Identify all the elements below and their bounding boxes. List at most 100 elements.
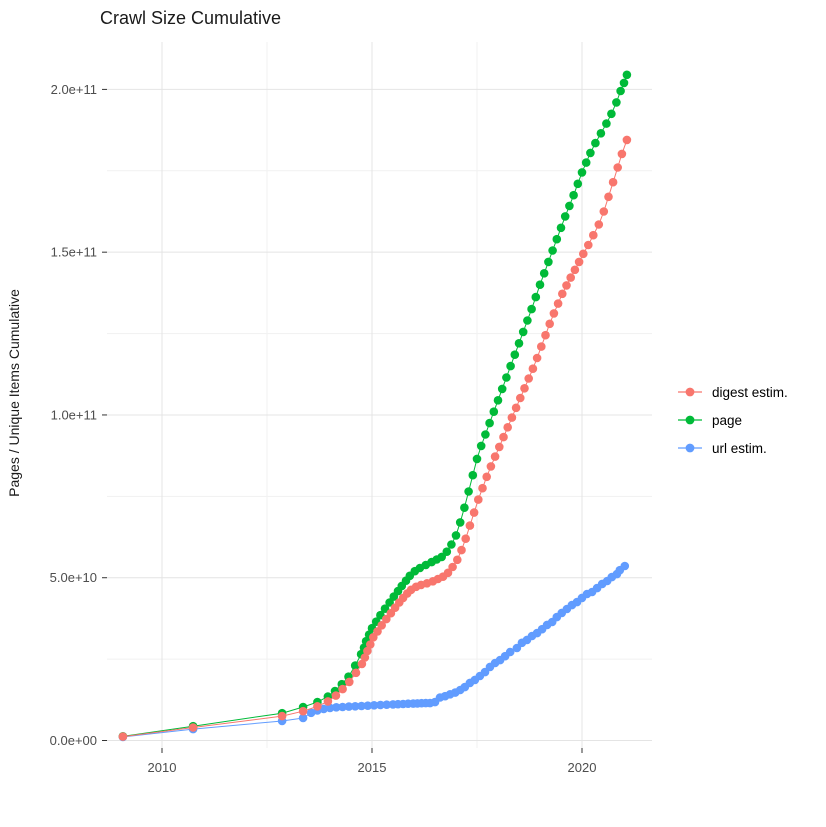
data-point — [602, 119, 611, 128]
data-point — [325, 703, 335, 713]
data-point — [447, 540, 456, 549]
data-point — [589, 230, 598, 240]
data-point — [586, 148, 595, 158]
data-point — [298, 706, 308, 716]
data-point — [363, 646, 372, 656]
legend-key-url-icon — [678, 443, 702, 453]
data-point — [350, 661, 360, 670]
data-point — [553, 299, 563, 308]
data-point — [298, 713, 308, 723]
data-point — [443, 568, 453, 578]
data-point — [464, 487, 473, 496]
data-point — [514, 339, 524, 348]
data-point — [476, 441, 486, 451]
data-point — [338, 684, 347, 694]
series-url-estim- — [118, 561, 630, 742]
legend-label-url-estim: url estim. — [712, 440, 767, 456]
data-point — [510, 350, 520, 360]
data-point — [331, 691, 341, 700]
data-point — [502, 373, 511, 382]
data-point — [596, 129, 606, 138]
data-point — [620, 561, 630, 571]
data-point — [532, 353, 542, 363]
data-point — [469, 508, 479, 517]
data-point — [118, 732, 128, 741]
data-point — [506, 361, 515, 371]
data-point — [613, 163, 622, 172]
data-point — [556, 223, 566, 233]
data-point — [544, 257, 553, 267]
data-point — [363, 701, 373, 710]
series-line — [122, 565, 626, 738]
data-point — [505, 647, 515, 657]
data-point — [507, 413, 517, 422]
data-point — [607, 109, 616, 119]
data-point — [451, 531, 461, 540]
data-point — [528, 364, 538, 374]
x-tick-label: 2015 — [358, 760, 387, 775]
data-point — [541, 330, 550, 340]
data-point — [188, 723, 198, 732]
data-point — [503, 423, 512, 432]
data-point — [344, 702, 354, 711]
y-tick-label: 5.0e+10 — [50, 570, 97, 585]
data-point — [562, 281, 571, 290]
data-point — [448, 562, 457, 572]
data-point — [338, 702, 347, 712]
data-point — [599, 207, 609, 216]
data-point — [569, 190, 578, 200]
data-point — [565, 201, 574, 211]
legend-label-digest-estim: digest estim. — [712, 384, 788, 400]
data-point — [511, 403, 521, 413]
legend: digest estim. page url estim. — [676, 383, 788, 467]
x-tick-label: 2010 — [148, 760, 177, 775]
data-point — [495, 442, 504, 452]
data-point — [516, 393, 525, 403]
data-point — [351, 668, 361, 678]
data-point — [584, 240, 593, 250]
data-point — [577, 168, 587, 177]
data-point — [461, 534, 471, 543]
data-point — [574, 257, 584, 267]
series-page — [118, 70, 632, 741]
data-point — [524, 374, 533, 383]
data-point — [369, 701, 379, 710]
y-tick-label: 1.0e+11 — [51, 407, 97, 422]
data-point — [531, 292, 541, 302]
data-point — [558, 289, 567, 299]
y-tick-label: 2.0e+11 — [51, 82, 97, 97]
data-point — [489, 407, 499, 417]
data-point — [560, 212, 570, 221]
data-point — [490, 452, 500, 461]
legend-item-digest-estim: digest estim. — [676, 383, 788, 401]
data-point — [497, 384, 507, 394]
data-point — [376, 700, 385, 710]
data-point — [616, 86, 625, 96]
data-point — [612, 98, 621, 107]
data-point — [455, 518, 465, 527]
y-tick-label: 1.5e+11 — [51, 245, 97, 260]
data-point — [520, 384, 529, 393]
data-point — [373, 627, 382, 636]
data-point — [486, 462, 496, 471]
series-digest-estim- — [118, 135, 632, 741]
data-point — [537, 342, 546, 351]
data-point — [617, 149, 627, 159]
data-point — [570, 265, 580, 275]
data-point — [594, 220, 604, 229]
data-point — [277, 711, 287, 721]
axis-tick-labels: 0.0e+00 5.0e+10 1.0e+11 1.5e+11 2.0e+11 2010 2… — [50, 82, 597, 775]
data-point — [619, 78, 629, 88]
data-point — [357, 659, 367, 669]
data-point — [573, 179, 583, 189]
data-point — [357, 701, 366, 711]
data-point — [465, 521, 475, 530]
data-point — [460, 503, 469, 512]
legend-label-page: page — [712, 412, 743, 428]
data-point — [313, 702, 322, 711]
data-point — [350, 702, 360, 711]
data-point — [523, 316, 532, 325]
data-point — [481, 430, 490, 439]
